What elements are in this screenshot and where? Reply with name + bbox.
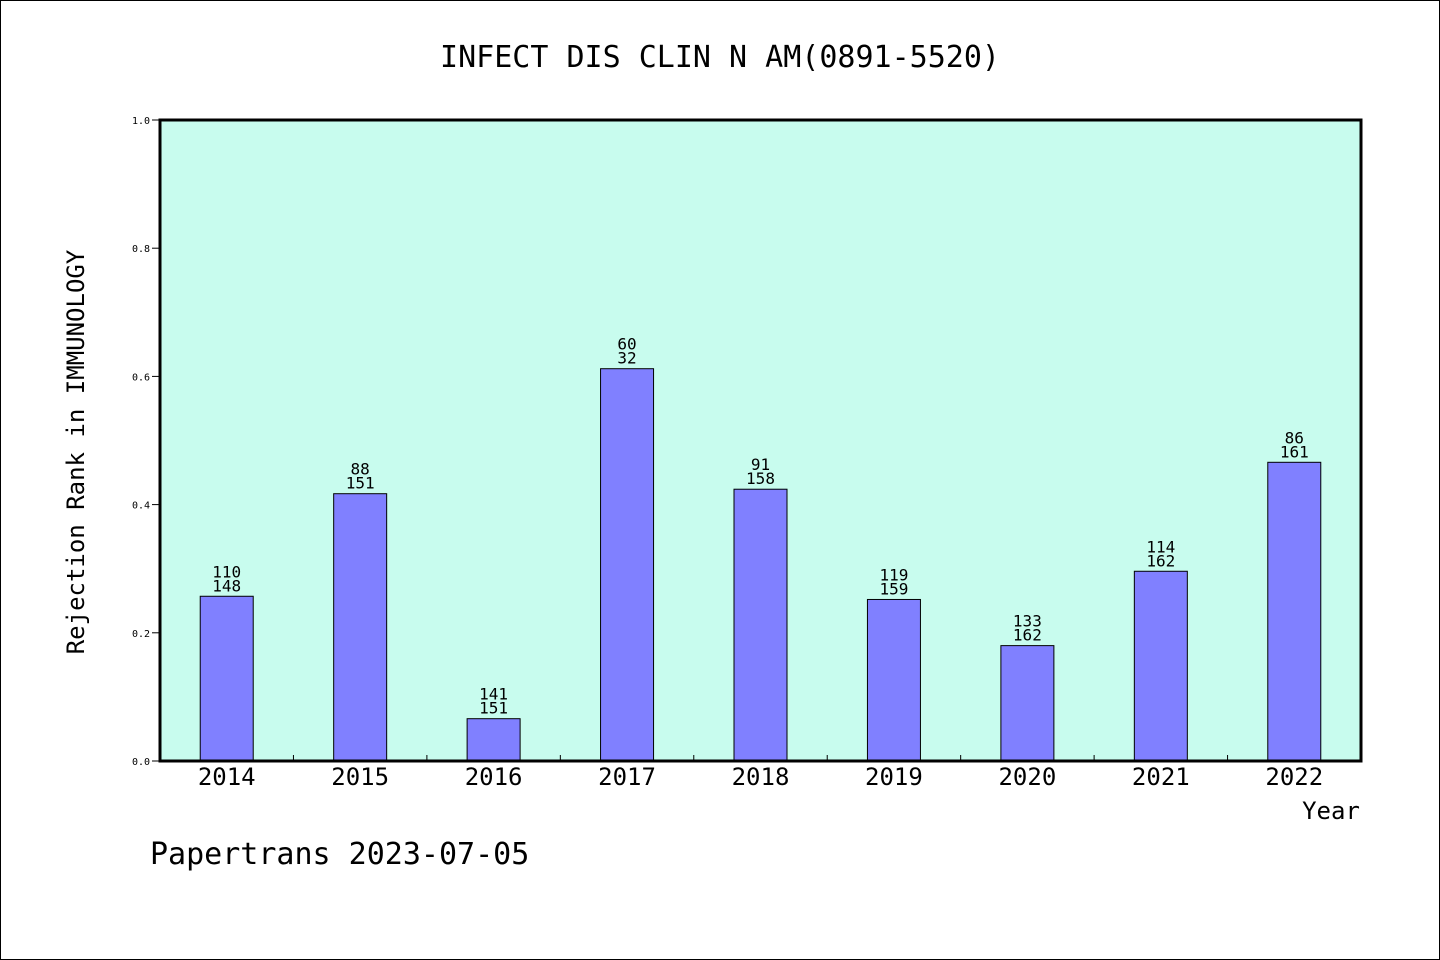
- y-tick-label: 1.0: [132, 116, 150, 127]
- bar-label-bottom: 148: [212, 576, 241, 595]
- bar-2018: [733, 488, 788, 762]
- x-tick-label: 2020: [998, 763, 1056, 791]
- x-tick-label: 2016: [465, 763, 523, 791]
- bar-label-top: 110: [212, 562, 241, 581]
- bar-2015: [333, 493, 388, 762]
- y-tick-label: 0.2: [132, 629, 150, 640]
- bar-label-top: 60: [617, 335, 636, 354]
- x-tick-label: 2015: [331, 763, 389, 791]
- bar-label-bottom: 158: [746, 469, 775, 488]
- chart-title: INFECT DIS CLIN N AM(0891-5520): [440, 40, 1000, 75]
- bar-2021: [1133, 570, 1188, 762]
- bars-group: [199, 368, 1322, 762]
- bar-labels: 1101488815114115160329115811915913316211…: [212, 335, 1308, 718]
- footer-credit: Papertrans 2023-07-05: [150, 837, 529, 872]
- bar-2022: [1267, 461, 1322, 762]
- y-tick-label: 0.4: [132, 501, 150, 512]
- bar-label-top: 91: [751, 455, 770, 474]
- y-tick-label: 0.8: [132, 244, 150, 255]
- plot-border: [158, 118, 1363, 763]
- bar-label-top: 141: [479, 685, 508, 704]
- bar-2019: [866, 598, 921, 762]
- x-tick-label: 2019: [865, 763, 923, 791]
- bar-label-top: 114: [1146, 537, 1175, 556]
- x-tick-label: 2017: [598, 763, 656, 791]
- bar-2016: [466, 718, 521, 762]
- x-tick-label: 2021: [1132, 763, 1190, 791]
- bar-label-top: 88: [351, 460, 370, 479]
- bar-label-bottom: 32: [617, 349, 636, 368]
- x-tick-label: 2014: [198, 763, 256, 791]
- bar-label-bottom: 159: [879, 579, 908, 598]
- bar-label-bottom: 162: [1013, 626, 1042, 645]
- y-tick-label: 0.6: [132, 372, 150, 383]
- y-axis-label: Rejection Rank in IMMUNOLOGY: [62, 249, 90, 654]
- x-axis-ticks: 2014 2015 2016 2017 2018 2019 2020 2021 2022: [198, 755, 1323, 791]
- bar-label-top: 86: [1285, 428, 1304, 447]
- x-axis-label: Year: [1302, 797, 1360, 825]
- y-axis-ticks: 0.0 0.2 0.4 0.6 0.8 1.0: [132, 116, 160, 768]
- bar-2020: [1000, 645, 1055, 762]
- x-tick-label: 2018: [732, 763, 790, 791]
- bar-label-top: 119: [879, 565, 908, 584]
- bar-label-top: 133: [1013, 612, 1042, 631]
- y-tick-label: 0.0: [132, 757, 150, 768]
- bar-2017: [600, 368, 655, 762]
- bar-label-bottom: 151: [346, 474, 375, 493]
- bar-label-bottom: 162: [1146, 551, 1175, 570]
- bar-label-bottom: 151: [479, 699, 508, 718]
- bar-label-bottom: 161: [1280, 442, 1309, 461]
- x-tick-label: 2022: [1265, 763, 1323, 791]
- bar-2014: [199, 595, 254, 762]
